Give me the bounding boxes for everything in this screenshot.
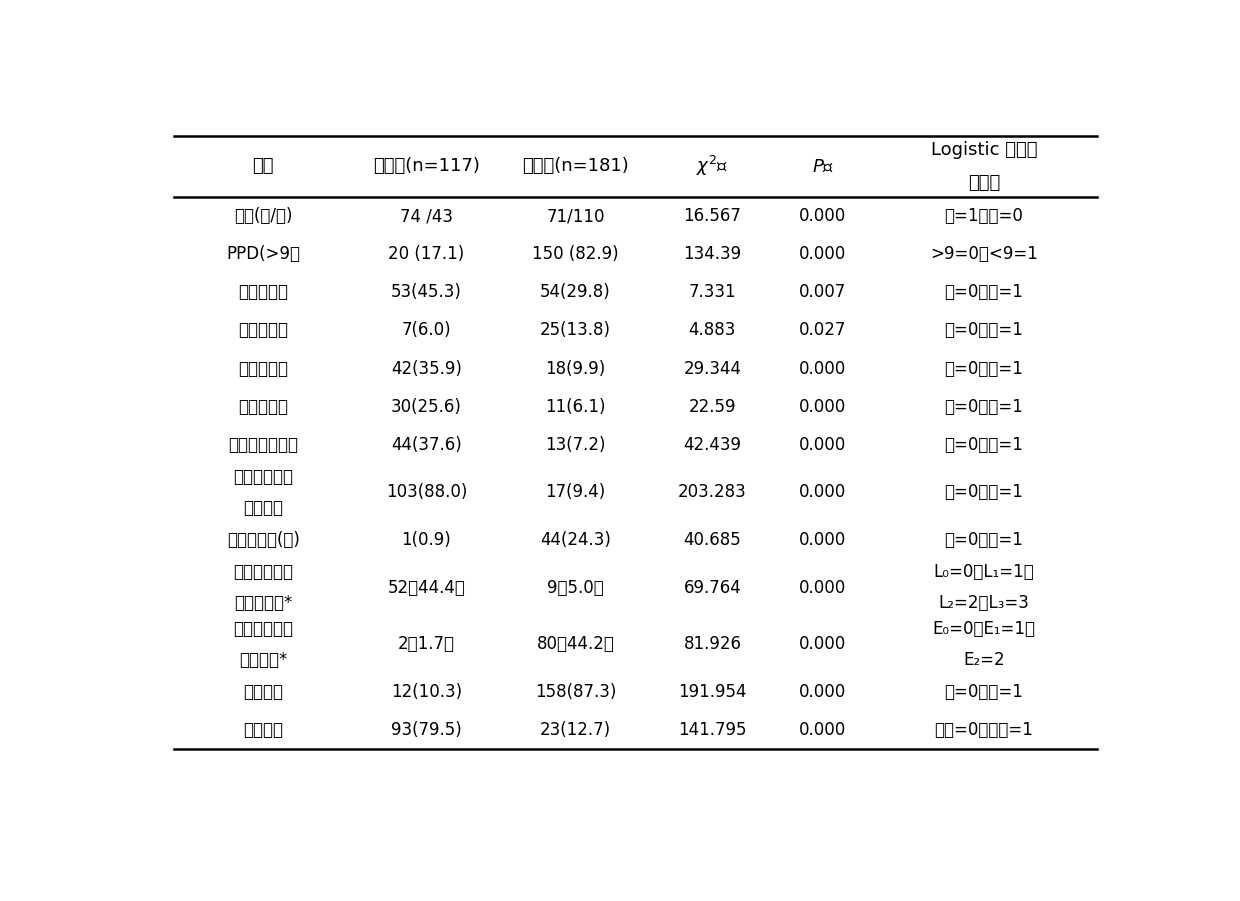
Text: 25(13.8): 25(13.8) <box>539 322 611 340</box>
Text: 11(6.1): 11(6.1) <box>546 397 605 415</box>
Text: 无=0，有=1: 无=0，有=1 <box>945 436 1023 454</box>
Text: PPD(>9）: PPD(>9） <box>226 245 300 263</box>
Text: 无=0，有=1: 无=0，有=1 <box>945 484 1023 502</box>
Text: 71/110: 71/110 <box>546 207 605 225</box>
Text: 0.000: 0.000 <box>800 721 847 739</box>
Text: 18(9.9): 18(9.9) <box>546 359 605 378</box>
Text: 气促（有）: 气促（有） <box>238 397 288 415</box>
Text: 103(88.0): 103(88.0) <box>386 484 467 502</box>
Text: 17(9.4): 17(9.4) <box>546 484 605 502</box>
Text: 有=0，无=1: 有=0，无=1 <box>945 683 1023 701</box>
Text: $P$值: $P$值 <box>812 158 835 176</box>
Text: 男=1，女=0: 男=1，女=0 <box>945 207 1023 225</box>
Text: 69.764: 69.764 <box>683 578 742 596</box>
Text: 44(37.6): 44(37.6) <box>391 436 461 454</box>
Text: 9（5.0）: 9（5.0） <box>547 578 604 596</box>
Text: Logistic 分析变: Logistic 分析变 <box>930 141 1037 159</box>
Text: 0.027: 0.027 <box>800 322 847 340</box>
Text: L₀=0，L₁=1，: L₀=0，L₁=1， <box>934 563 1034 581</box>
Text: 23(12.7): 23(12.7) <box>539 721 611 739</box>
Text: 大并对称: 大并对称 <box>243 499 283 517</box>
Text: 0.007: 0.007 <box>800 283 847 301</box>
Text: 1(0.9): 1(0.9) <box>402 531 451 549</box>
Text: 结节病(n=117): 结节病(n=117) <box>373 158 480 176</box>
Text: 结核病(n=181): 结核病(n=181) <box>522 158 629 176</box>
Text: 有=0，无=1: 有=0，无=1 <box>945 322 1023 340</box>
Text: >9=0，<9=1: >9=0，<9=1 <box>930 245 1038 263</box>
Text: 7.331: 7.331 <box>688 283 737 301</box>
Text: 20 (17.1): 20 (17.1) <box>388 245 465 263</box>
Text: 2（1.7）: 2（1.7） <box>398 635 455 653</box>
Text: 150 (82.9): 150 (82.9) <box>532 245 619 263</box>
Text: 0.000: 0.000 <box>800 245 847 263</box>
Text: 44(24.3): 44(24.3) <box>539 531 611 549</box>
Text: 53(45.3): 53(45.3) <box>391 283 463 301</box>
Text: 0.000: 0.000 <box>800 359 847 378</box>
Text: 0.000: 0.000 <box>800 484 847 502</box>
Text: 203.283: 203.283 <box>678 484 746 502</box>
Text: 40.685: 40.685 <box>683 531 742 549</box>
Text: 191.954: 191.954 <box>678 683 746 701</box>
Text: 42(35.9): 42(35.9) <box>391 359 463 378</box>
Text: 量赋值: 量赋值 <box>967 174 999 192</box>
Text: 胸闷（有）: 胸闷（有） <box>238 359 288 378</box>
Text: 0.000: 0.000 <box>800 635 847 653</box>
Text: 158(87.3): 158(87.3) <box>534 683 616 701</box>
Text: 29.344: 29.344 <box>683 359 742 378</box>
Text: 93(79.5): 93(79.5) <box>391 721 461 739</box>
Text: 0.000: 0.000 <box>800 436 847 454</box>
Text: 无=0，有=1: 无=0，有=1 <box>945 397 1023 415</box>
Text: 16.567: 16.567 <box>683 207 742 225</box>
Text: 无=0，有=1: 无=0，有=1 <box>945 283 1023 301</box>
Text: E₀=0，E₁=1，: E₀=0，E₁=1， <box>932 620 1035 638</box>
Text: 0.000: 0.000 <box>800 207 847 225</box>
Text: 有=0，无=1: 有=0，无=1 <box>945 531 1023 549</box>
Text: 肺部核素表现: 肺部核素表现 <box>233 620 293 638</box>
Text: 位（正常）*: 位（正常）* <box>234 594 293 612</box>
Text: 0.000: 0.000 <box>800 397 847 415</box>
Text: 无=0，有=1: 无=0，有=1 <box>945 359 1023 378</box>
Text: （正常）*: （正常）* <box>239 651 288 669</box>
Text: E₂=2: E₂=2 <box>963 651 1004 669</box>
Text: 7(6.0): 7(6.0) <box>402 322 451 340</box>
Text: 52（44.4）: 52（44.4） <box>388 578 465 596</box>
Text: 变量: 变量 <box>253 158 274 176</box>
Text: 134.39: 134.39 <box>683 245 742 263</box>
Text: L₂=2，L₃=3: L₂=2，L₃=3 <box>939 594 1029 612</box>
Text: 13(7.2): 13(7.2) <box>546 436 605 454</box>
Text: 81.926: 81.926 <box>683 635 742 653</box>
Text: 12(10.3): 12(10.3) <box>391 683 463 701</box>
Text: 141.795: 141.795 <box>678 721 746 739</box>
Text: 纵隔淋巴结肿: 纵隔淋巴结肿 <box>233 469 293 487</box>
Text: 22.59: 22.59 <box>688 397 737 415</box>
Text: 74 /43: 74 /43 <box>401 207 453 225</box>
Text: $\chi^2$值: $\chi^2$值 <box>697 154 728 178</box>
Text: 痰血（有）: 痰血（有） <box>238 322 288 340</box>
Text: 减少=0，增加=1: 减少=0，增加=1 <box>935 721 1033 739</box>
Text: 0.000: 0.000 <box>800 683 847 701</box>
Text: 空洞和钙化(有): 空洞和钙化(有) <box>227 531 300 549</box>
Text: 干咳（有）: 干咳（有） <box>238 283 288 301</box>
Text: 肺外表现（有）: 肺外表现（有） <box>228 436 298 454</box>
Text: 54(29.8): 54(29.8) <box>541 283 611 301</box>
Text: 42.439: 42.439 <box>683 436 742 454</box>
Text: 病理坏死: 病理坏死 <box>243 683 283 701</box>
Text: 4.883: 4.883 <box>688 322 737 340</box>
Text: 性别(女/男): 性别(女/男) <box>234 207 293 225</box>
Text: 30(25.6): 30(25.6) <box>391 397 463 415</box>
Text: 肺部影像学部: 肺部影像学部 <box>233 563 293 581</box>
Text: 0.000: 0.000 <box>800 578 847 596</box>
Text: 病理网染: 病理网染 <box>243 721 283 739</box>
Text: 0.000: 0.000 <box>800 531 847 549</box>
Text: 80（44.2）: 80（44.2） <box>537 635 614 653</box>
